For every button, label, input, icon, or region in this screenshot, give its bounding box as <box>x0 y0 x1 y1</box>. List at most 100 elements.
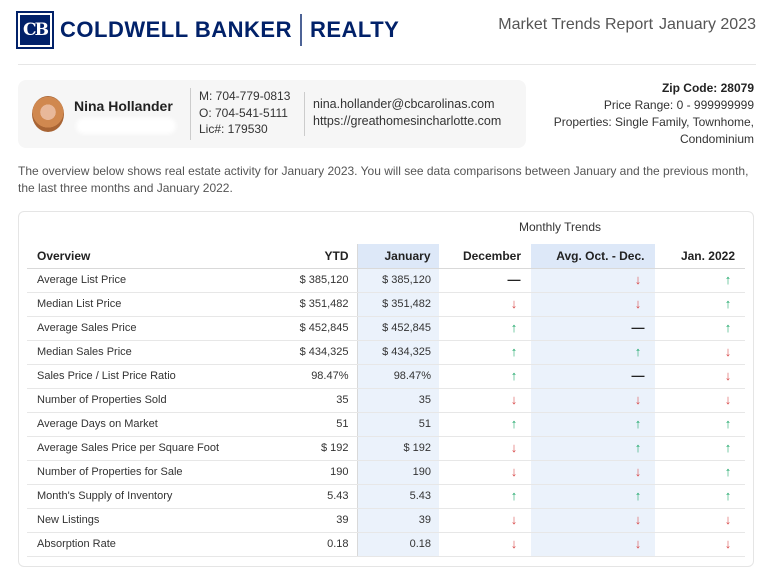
trend-up-icon: ↑ <box>724 416 732 431</box>
agent-email-link[interactable]: nina.hollander@cbcarolinas.com <box>313 97 495 111</box>
december-trend: ↓ <box>439 460 531 485</box>
december-trend: ↓ <box>439 388 531 413</box>
jan-2022-trend: ↑ <box>655 412 745 437</box>
property-types-line2: Condominium <box>679 132 754 146</box>
overview-description: The overview below shows real estate act… <box>18 164 749 195</box>
avg-trend: — <box>531 364 655 389</box>
agent-website-link[interactable]: https://greathomesincharlotte.com <box>313 114 502 128</box>
ytd-value: 5.43 <box>275 484 358 509</box>
trend-flat-icon: — <box>631 320 645 335</box>
january-value: $ 192 <box>357 436 439 461</box>
trend-up-icon: ↑ <box>510 488 518 503</box>
december-trend: ↓ <box>439 436 531 461</box>
table-row: Sales Price / List Price Ratio 98.47% 98.4… <box>27 364 745 389</box>
ytd-value: 39 <box>275 508 358 533</box>
metric-label: Sales Price / List Price Ratio <box>27 364 275 389</box>
col-jan-2022: Jan. 2022 <box>654 244 745 269</box>
avg-trend: ↑ <box>531 436 655 461</box>
metric-label: New Listings <box>27 508 275 533</box>
report-title: Market Trends Report January 2023 <box>498 16 756 34</box>
zip-code: Zip Code: 28079 <box>661 81 754 95</box>
january-value: 0.18 <box>357 532 439 557</box>
jan-2022-trend: ↓ <box>655 340 745 365</box>
header-divider <box>18 64 756 65</box>
property-types-line1: Properties: Single Family, Townhome, <box>553 115 754 129</box>
january-value: $ 385,120 <box>357 268 439 293</box>
january-value: 39 <box>357 508 439 533</box>
trend-up-icon: ↑ <box>724 440 732 455</box>
trend-down-icon: ↓ <box>634 272 642 287</box>
january-value: 5.43 <box>357 484 439 509</box>
december-trend: ↑ <box>439 316 531 341</box>
jan-2022-trend: ↓ <box>655 388 745 413</box>
avg-trend: ↓ <box>531 508 655 533</box>
ytd-value: 98.47% <box>275 364 358 389</box>
col-january: January <box>357 244 439 269</box>
avg-trend: ↑ <box>531 340 655 365</box>
january-value: $ 351,482 <box>357 292 439 317</box>
search-criteria: Zip Code: 28079 Price Range: 0 - 9999999… <box>554 80 754 148</box>
trend-down-icon: ↓ <box>634 464 642 479</box>
table-row: Month's Supply of Inventory 5.43 5.43 ↑ ↑ ↑ <box>27 484 745 509</box>
table-row: Number of Properties Sold 35 35 ↓ ↓ ↓ <box>27 388 745 413</box>
logo-divider <box>299 14 302 46</box>
trend-down-icon: ↓ <box>724 344 732 359</box>
january-value: 98.47% <box>357 364 439 389</box>
metric-label: Median List Price <box>27 292 275 317</box>
trend-down-icon: ↓ <box>510 512 518 527</box>
jan-2022-trend: ↑ <box>655 268 745 293</box>
ytd-value: $ 385,120 <box>275 268 358 293</box>
avg-trend: ↓ <box>531 292 655 317</box>
trend-down-icon: ↓ <box>634 296 642 311</box>
trend-up-icon: ↑ <box>724 464 732 479</box>
col-ytd: YTD <box>275 244 358 269</box>
agent-card: Nina Hollander M: 704-779-0813 O: 704-54… <box>18 80 526 148</box>
december-trend: ↓ <box>439 292 531 317</box>
ytd-value: 0.18 <box>275 532 358 557</box>
january-value: 35 <box>357 388 439 413</box>
trend-up-icon: ↑ <box>634 344 642 359</box>
agent-contacts: nina.hollander@cbcarolinas.com https://g… <box>304 92 501 136</box>
jan-2022-trend: ↑ <box>655 436 745 461</box>
metric-label: Average Sales Price <box>27 316 275 341</box>
january-value: $ 434,325 <box>357 340 439 365</box>
metric-label: Median Sales Price <box>27 340 275 365</box>
trend-up-icon: ↑ <box>634 488 642 503</box>
table-row: Average Days on Market 51 51 ↑ ↑ ↑ <box>27 412 745 437</box>
trend-up-icon: ↑ <box>724 488 732 503</box>
col-avg-oct-dec: Avg. Oct. - Dec. <box>531 244 655 269</box>
agent-mobile[interactable]: M: 704-779-0813 <box>199 89 291 103</box>
avg-trend: ↓ <box>531 388 655 413</box>
ytd-value: $ 192 <box>275 436 358 461</box>
jan-2022-trend: ↓ <box>655 364 745 389</box>
december-trend: ↓ <box>439 508 531 533</box>
trend-down-icon: ↓ <box>724 536 732 551</box>
col-december: December <box>438 244 531 269</box>
trend-up-icon: ↑ <box>634 416 642 431</box>
avatar <box>32 96 64 132</box>
december-trend: ↑ <box>439 364 531 389</box>
trend-up-icon: ↑ <box>724 320 732 335</box>
table-row: Absorption Rate 0.18 0.18 ↓ ↓ ↓ <box>27 532 745 557</box>
agent-subtitle-blur <box>76 118 176 134</box>
metric-label: Number of Properties for Sale <box>27 460 275 485</box>
trend-up-icon: ↑ <box>510 368 518 383</box>
agent-license: Lic#: 179530 <box>199 122 268 136</box>
agent-office[interactable]: O: 704-541-5111 <box>199 105 288 120</box>
december-trend: ↑ <box>439 340 531 365</box>
trend-up-icon: ↑ <box>510 344 518 359</box>
january-value: $ 452,845 <box>357 316 439 341</box>
table-row: Median List Price $ 351,482 $ 351,482 ↓ ↓ ↑ <box>27 292 745 317</box>
trend-flat-icon: — <box>631 368 645 383</box>
col-overview: Overview <box>27 244 275 269</box>
trend-down-icon: ↓ <box>510 296 518 311</box>
trend-up-icon: ↑ <box>724 272 732 287</box>
brand-name-right: REALTY <box>309 17 400 42</box>
ytd-value: $ 351,482 <box>275 292 358 317</box>
trend-up-icon: ↑ <box>634 440 642 455</box>
table-row: New Listings 39 39 ↓ ↓ ↓ <box>27 508 745 533</box>
avg-trend: ↓ <box>531 532 655 557</box>
trend-down-icon: ↓ <box>634 392 642 407</box>
trend-flat-icon: — <box>507 272 521 287</box>
agent-phones: M: 704-779-0813 O: 704-541-5111 Lic#: 17… <box>190 88 290 140</box>
